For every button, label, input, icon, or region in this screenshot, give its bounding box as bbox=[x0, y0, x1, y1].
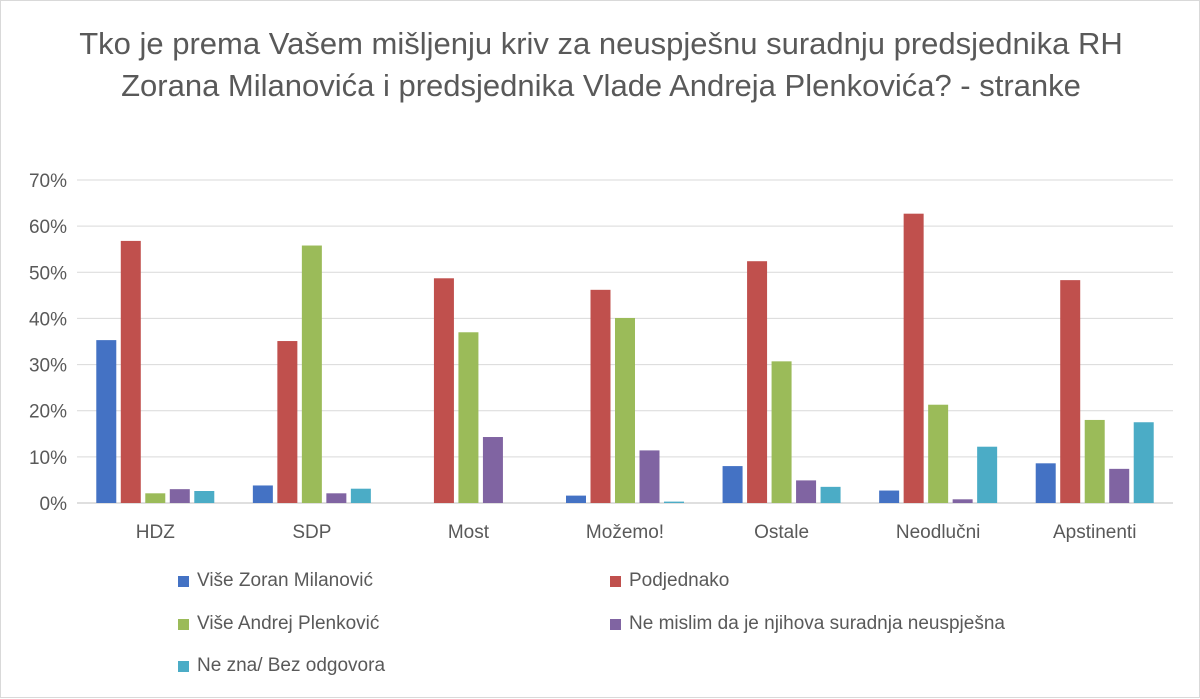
x-tick-label: Apstinenti bbox=[1053, 522, 1136, 543]
bar bbox=[326, 493, 347, 503]
bar bbox=[615, 317, 635, 503]
legend-swatch bbox=[610, 575, 621, 587]
bar bbox=[977, 446, 998, 503]
bar bbox=[1035, 463, 1056, 503]
bar bbox=[120, 240, 141, 503]
bar bbox=[482, 437, 503, 503]
bar bbox=[903, 213, 924, 504]
bar bbox=[928, 404, 949, 503]
bar bbox=[1133, 422, 1154, 503]
legend-swatch bbox=[610, 618, 621, 630]
bar bbox=[169, 489, 190, 503]
bar bbox=[747, 261, 768, 503]
bar bbox=[879, 490, 900, 503]
bar bbox=[1060, 280, 1081, 503]
y-tick-label: 20% bbox=[29, 402, 67, 423]
bar bbox=[301, 245, 322, 503]
legend-label: Ne zna/ Bez odgovora bbox=[197, 655, 386, 676]
bar bbox=[796, 480, 817, 503]
x-tick-label: Ostale bbox=[754, 522, 809, 543]
bar bbox=[1109, 468, 1130, 503]
legend-label: Više Zoran Milanović bbox=[197, 570, 374, 591]
bar bbox=[194, 491, 215, 503]
x-tick-label: Neodlučni bbox=[896, 522, 981, 543]
bar bbox=[566, 495, 586, 503]
bar bbox=[277, 341, 298, 503]
legend-item: Više Andrej Plenković bbox=[178, 613, 379, 635]
y-tick-label: 10% bbox=[29, 448, 67, 469]
bar bbox=[145, 493, 166, 503]
legend-label: Više Andrej Plenković bbox=[197, 613, 380, 634]
bar bbox=[722, 466, 743, 503]
legend-swatch bbox=[178, 575, 189, 587]
legend-item: Više Zoran Milanović bbox=[178, 570, 373, 592]
y-tick-label: 0% bbox=[40, 494, 68, 515]
legend-label: Ne mislim da je njihova suradnja neuspje… bbox=[629, 613, 1005, 634]
bar bbox=[771, 361, 792, 503]
x-tick-label: Most bbox=[448, 522, 490, 543]
y-tick-label: 50% bbox=[29, 263, 67, 284]
x-tick-label: HDZ bbox=[136, 522, 175, 543]
bar bbox=[458, 332, 479, 503]
legend-swatch bbox=[178, 618, 189, 630]
y-tick-label: 30% bbox=[29, 356, 67, 377]
bar bbox=[1084, 419, 1105, 503]
y-tick-label: 60% bbox=[29, 217, 67, 238]
bar bbox=[639, 450, 660, 503]
legend-swatch bbox=[178, 660, 189, 672]
bar bbox=[664, 501, 684, 503]
y-tick-label: 40% bbox=[29, 309, 67, 330]
legend-item: Ne mislim da je njihova suradnja neuspje… bbox=[610, 613, 1005, 635]
bar bbox=[590, 289, 611, 503]
bar bbox=[96, 340, 117, 503]
bar bbox=[952, 499, 973, 503]
chart-title: Tko je prema Vašem mišljenju kriv za neu… bbox=[79, 26, 1123, 103]
x-tick-label: Možemo! bbox=[586, 522, 664, 543]
legend-label: Podjednako bbox=[629, 570, 730, 591]
x-tick-label: SDP bbox=[292, 522, 331, 543]
legend-item: Ne zna/ Bez odgovora bbox=[178, 655, 385, 677]
bar bbox=[820, 486, 841, 503]
bar bbox=[350, 488, 371, 503]
bar bbox=[252, 485, 273, 503]
legend-item: Podjednako bbox=[610, 570, 729, 592]
y-tick-label: 70% bbox=[29, 171, 67, 192]
bar bbox=[433, 278, 454, 503]
